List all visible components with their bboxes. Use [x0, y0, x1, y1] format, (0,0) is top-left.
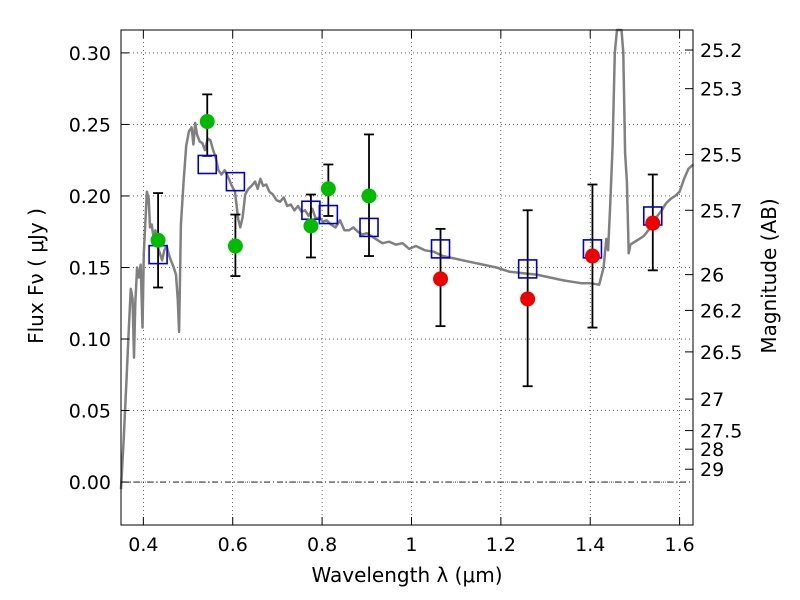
grid-lines: [121, 30, 693, 525]
right-tick-label: 27: [700, 389, 724, 411]
plot-frame: [120, 29, 694, 526]
template-spectrum: [119, 28, 694, 490]
observed-point: [303, 218, 319, 234]
y-tick-label: 0.10: [69, 329, 111, 351]
y-tick-label: 0.25: [69, 114, 111, 136]
x-tick-label: 0.4: [128, 534, 158, 556]
right-tick-label: 26.2: [700, 300, 742, 322]
observed-flux-points: [150, 114, 661, 307]
right-tick-label: 27.5: [700, 421, 742, 443]
right-tick-label: 25.7: [700, 200, 742, 222]
x-tick-label: 0.8: [307, 534, 337, 556]
x-tick-label: 1.4: [575, 534, 605, 556]
x-tick-label: 0.6: [218, 534, 248, 556]
observed-point: [433, 271, 449, 287]
x-tick-label: 1.6: [664, 534, 694, 556]
observed-point: [199, 114, 215, 130]
right-tick-label: 25.2: [700, 40, 742, 62]
right-tick-label: 26: [700, 265, 724, 287]
observed-point: [361, 188, 377, 204]
observed-point: [584, 248, 600, 264]
y-axis-label: Flux Fν ( μJy ): [24, 208, 48, 344]
right-tick-label: 25.3: [700, 79, 742, 101]
y-tick-label: 0.20: [69, 186, 111, 208]
right-axis-label: Magnitude (AB): [757, 198, 781, 353]
y-tick-label: 0.00: [69, 472, 111, 494]
observed-point: [520, 291, 536, 307]
observed-point: [227, 238, 243, 254]
right-tick-label: 29: [700, 459, 724, 481]
model-square: [517, 259, 538, 279]
observed-point: [320, 181, 336, 197]
y-tick-label: 0.15: [69, 257, 111, 279]
right-tick-label: 26.5: [700, 342, 742, 364]
observed-point: [645, 215, 661, 231]
model-square: [197, 154, 218, 175]
model-square: [318, 204, 339, 225]
spectrum-line: [119, 28, 694, 490]
model-square: [225, 171, 246, 192]
x-axis-label: Wavelength λ (μm): [311, 563, 502, 587]
right-tick-label: 25.5: [700, 144, 742, 166]
y-tick-label: 0.05: [69, 401, 111, 423]
y-tick-label: 0.30: [69, 43, 111, 65]
model-flux-points: [148, 154, 663, 279]
model-square: [430, 239, 451, 259]
observed-point: [150, 232, 166, 248]
axis-ticks: 0.4 0.6 0.8 1 1.2 1.4 1.6 0.00 0.05 0.10 0.15 0.20 0…: [69, 30, 742, 556]
error-bars: [153, 93, 658, 388]
right-tick-label: 28: [700, 439, 724, 461]
x-tick-label: 1.2: [486, 534, 516, 556]
x-tick-label: 1: [405, 534, 417, 556]
model-square: [359, 217, 379, 238]
